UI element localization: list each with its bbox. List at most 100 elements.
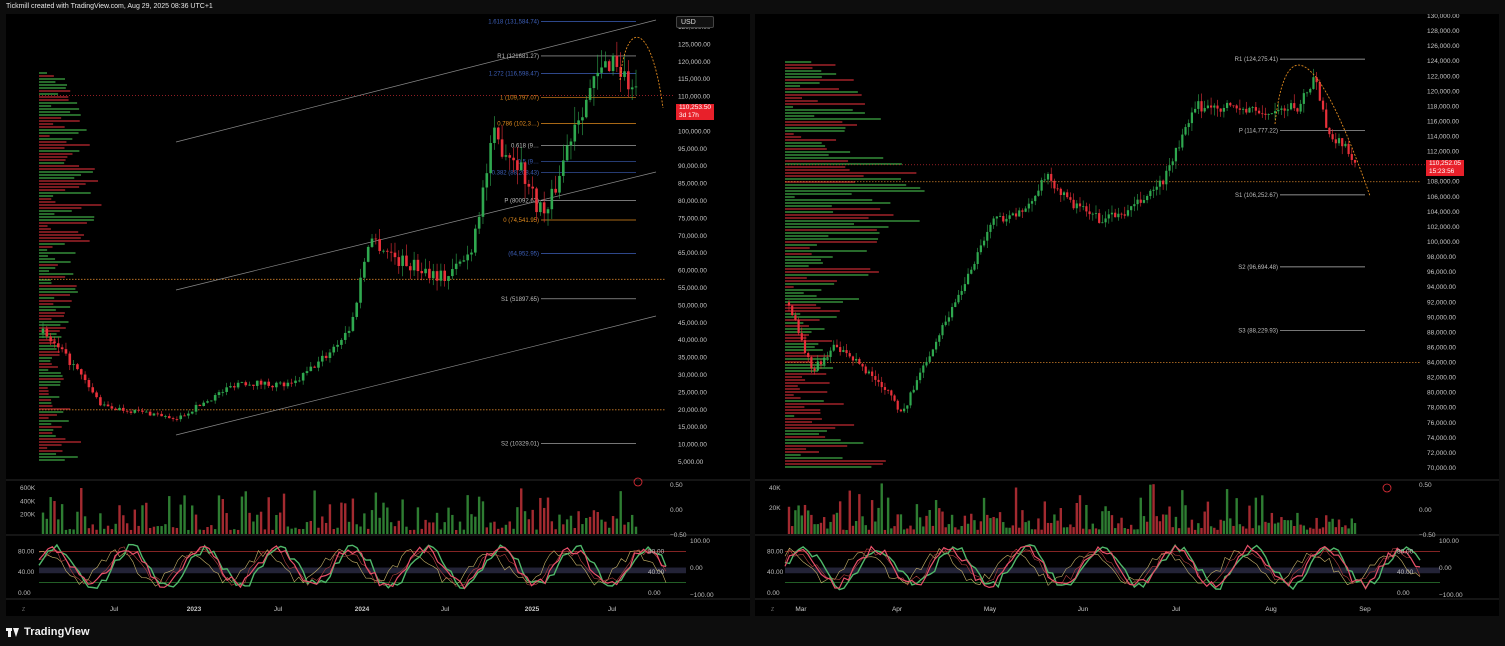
volume-bar: [359, 526, 362, 534]
candle-body: [970, 269, 973, 274]
candle-body: [623, 71, 626, 77]
volume-profile-bar: [785, 223, 855, 225]
pivot-level-label: 0 (74,541.95): [503, 218, 539, 224]
volume-right-tick: 0.00: [1419, 507, 1432, 514]
candle-body: [122, 407, 125, 411]
tradingview-logo-text[interactable]: TradingView: [24, 626, 90, 638]
volume-profile-bar: [785, 214, 894, 216]
price-tick-label: 124,000.00: [1427, 58, 1460, 65]
candle-body: [324, 355, 328, 359]
chart-panel-left[interactable]: 130,000.00125,000.00120,000.00115,000.00…: [6, 14, 750, 616]
last-price-countdown: 3d 17h: [679, 112, 699, 119]
candle-body: [175, 419, 179, 420]
volume-bar: [106, 525, 110, 534]
volume-profile-bar: [39, 264, 58, 266]
volume-bar: [374, 492, 378, 534]
candle-body: [378, 239, 381, 252]
volume-bar: [137, 525, 140, 534]
volume-profile-bar: [39, 249, 48, 251]
volume-profile-bar: [785, 121, 843, 123]
candle-body: [1171, 161, 1174, 166]
price-tick-label: 30,000.00: [678, 372, 707, 379]
candle-body: [1050, 173, 1053, 181]
volume-profile-bar: [785, 418, 822, 420]
volume-bar: [41, 512, 45, 534]
price-tick-label: 65,000.00: [678, 250, 707, 257]
volume-bar: [217, 495, 221, 534]
candle-body: [91, 387, 95, 393]
chart-panel-right[interactable]: 130,000.00 128,000.00 126,000.00 124,000.00…: [755, 14, 1499, 616]
candle-body: [1062, 192, 1066, 196]
volume-profile-bar: [39, 105, 52, 107]
price-tick-label: 126,000.00: [1427, 43, 1460, 50]
currency-label[interactable]: USD: [676, 16, 714, 28]
volume-profile-bar: [39, 441, 81, 443]
candle-body: [470, 252, 473, 255]
candle-body: [947, 317, 950, 322]
candle-body: [915, 380, 919, 390]
candle-body: [992, 218, 995, 225]
candle-body: [328, 352, 332, 359]
volume-bar: [1072, 527, 1075, 534]
volume-bar: [864, 525, 867, 534]
volume-profile-bar: [39, 72, 48, 74]
volume-profile-bar: [785, 151, 851, 153]
candle-body: [313, 366, 316, 368]
volume-bar: [1149, 484, 1152, 534]
volume-bar: [409, 529, 412, 534]
volume-bar: [363, 513, 366, 534]
candle-body: [1024, 208, 1027, 212]
volume-bar: [1305, 529, 1309, 534]
volume-bar: [213, 529, 217, 534]
chart-right-svg[interactable]: 130,000.00 128,000.00 126,000.00 124,000.00…: [755, 14, 1499, 616]
candle-body: [1091, 213, 1094, 215]
volume-profile-bar: [39, 354, 60, 356]
oscillator-left-tick: 0.00: [767, 590, 780, 597]
chart-left-svg[interactable]: 130,000.00125,000.00120,000.00115,000.00…: [6, 14, 750, 616]
volume-bar: [848, 490, 851, 534]
volume-profile-bar: [39, 261, 71, 263]
volume-bar: [1085, 504, 1088, 534]
volume-bar: [103, 528, 106, 534]
candle-body: [883, 387, 887, 390]
volume-bar: [76, 511, 79, 534]
last-price-tag: 110,252.05 15:23:56: [1426, 160, 1465, 176]
candle-body: [374, 238, 378, 240]
volume-bar: [1344, 525, 1347, 534]
volume-bar: [389, 522, 393, 534]
volume-bar: [1043, 501, 1047, 534]
volume-bar: [317, 527, 320, 534]
volume-profile-bar: [785, 271, 879, 273]
volume-bar: [899, 514, 903, 534]
volume-bar: [191, 505, 194, 534]
volume-profile-bar: [39, 138, 73, 140]
candle-body: [1139, 199, 1142, 203]
candle-body: [420, 271, 424, 274]
candle-body: [278, 382, 282, 384]
volume-profile-bar: [39, 279, 51, 281]
volume-bar: [512, 528, 515, 534]
volume-bar: [577, 511, 580, 534]
volume-profile-bar: [39, 255, 48, 257]
volume-bar: [156, 526, 159, 534]
volume-profile-bar: [785, 103, 865, 105]
volume-profile-bar: [39, 102, 78, 104]
candle-body: [558, 175, 561, 193]
candle-body: [49, 336, 52, 342]
volume-bar: [995, 518, 999, 534]
candle-body: [604, 61, 607, 68]
volume-profile-bar: [785, 82, 820, 84]
volume-profile-bar: [785, 430, 827, 432]
volume-profile-bar: [39, 174, 82, 176]
volume-bar: [1283, 520, 1286, 534]
candle-body: [944, 321, 947, 326]
candle-body: [1094, 213, 1098, 214]
volume-bar: [282, 493, 286, 534]
candle-body: [1225, 102, 1229, 108]
candle-body: [592, 76, 596, 89]
candle-body: [217, 392, 221, 396]
volume-bar: [573, 528, 576, 534]
volume-bar: [240, 496, 244, 534]
volume-bar: [1062, 527, 1066, 534]
volume-bar: [1232, 525, 1235, 534]
